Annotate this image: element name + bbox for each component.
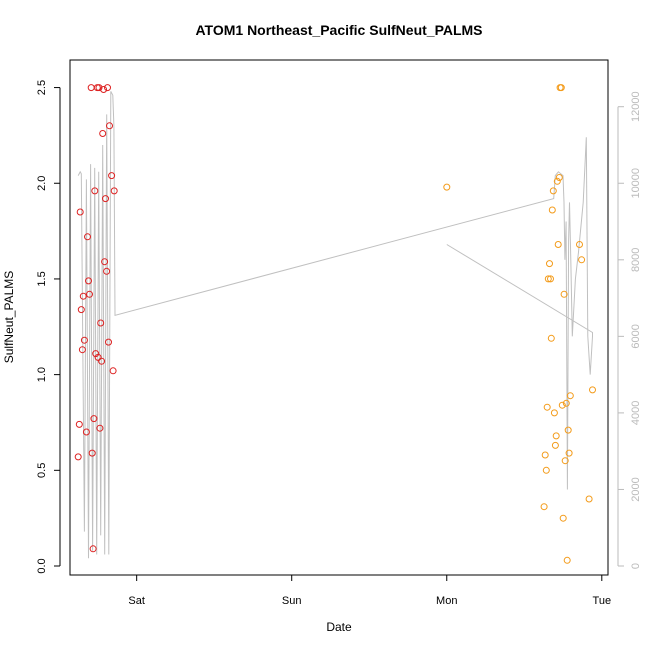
data-point-series-1 xyxy=(101,258,109,266)
data-point-series-2 xyxy=(566,392,574,400)
data-point-series-2 xyxy=(547,334,555,342)
data-point-series-2 xyxy=(544,275,552,283)
data-point-series-1 xyxy=(88,449,96,457)
chart-title: ATOM1 Northeast_Pacific SulfNeut_PALMS xyxy=(195,22,482,38)
y-tick-label: 1.0 xyxy=(36,367,48,382)
data-point-series-1 xyxy=(106,122,113,130)
data-point-series-1 xyxy=(97,319,105,327)
data-point-series-2 xyxy=(563,556,571,564)
data-point-series-1 xyxy=(99,130,107,137)
data-point-series-1 xyxy=(91,187,99,195)
data-point-series-2 xyxy=(561,457,569,465)
x-tick-label: Sun xyxy=(282,595,302,607)
data-point-series-2 xyxy=(550,409,558,417)
data-point-series-1 xyxy=(74,453,82,461)
data-point-series-1 xyxy=(95,84,103,92)
data-point-series-2 xyxy=(576,241,583,248)
data-point-series-2 xyxy=(585,495,593,503)
data-point-series-1 xyxy=(77,306,85,314)
y2-tick-label: 12000 xyxy=(630,91,642,122)
data-point-series-1 xyxy=(92,350,100,358)
plot-frame xyxy=(69,59,609,576)
y-tick-label: 2.0 xyxy=(36,176,48,191)
y-tick-label: 1.5 xyxy=(36,271,48,286)
y-axis-label: SulfNeut_PALMS xyxy=(2,271,16,364)
data-point-series-2 xyxy=(549,187,557,195)
y2-tick-label: 10000 xyxy=(630,168,642,199)
data-point-series-1 xyxy=(89,545,97,553)
data-point-series-1 xyxy=(102,195,109,203)
data-point-series-2 xyxy=(546,260,553,268)
y2-tick-label: 6000 xyxy=(630,324,642,348)
data-point-series-2 xyxy=(552,432,560,440)
x-axis-label: Date xyxy=(326,620,352,634)
data-point-series-1 xyxy=(108,172,116,180)
data-point-series-2 xyxy=(558,401,566,409)
data-point-series-2 xyxy=(578,256,586,264)
data-point-series-2 xyxy=(548,206,556,214)
data-point-series-1 xyxy=(84,233,91,241)
data-point-series-1 xyxy=(80,336,88,344)
x-tick-label: Sat xyxy=(128,595,145,607)
data-point-series-2 xyxy=(562,399,570,407)
data-point-series-1 xyxy=(86,290,93,298)
data-point-series-1 xyxy=(94,353,102,361)
y-tick-label: 2.5 xyxy=(36,80,48,95)
data-point-series-2 xyxy=(551,441,559,449)
data-point-series-2 xyxy=(554,241,562,248)
data-point-series-2 xyxy=(542,466,550,474)
data-point-series-2 xyxy=(553,177,561,185)
data-point-series-2 xyxy=(559,514,567,522)
x-tick-label: Tue xyxy=(593,595,612,607)
data-point-series-1 xyxy=(110,187,118,195)
y-tick-label: 0.0 xyxy=(36,558,48,573)
data-point-series-1 xyxy=(103,267,111,275)
y-tick-label: 0.5 xyxy=(36,463,48,478)
data-point-series-2 xyxy=(557,84,565,92)
data-point-series-1 xyxy=(79,292,87,300)
data-point-series-2 xyxy=(589,386,596,394)
data-point-series-2 xyxy=(541,451,549,459)
data-point-series-2 xyxy=(555,174,563,181)
data-point-series-1 xyxy=(87,84,95,92)
data-point-series-1 xyxy=(96,424,104,432)
plot-area: 0.0 0.5 1.0 1.5 2.0 2.5 0 2000 4000 6000 8000 10000… xyxy=(36,59,642,607)
altitude-track-line xyxy=(77,91,593,559)
data-point-series-1 xyxy=(104,84,111,92)
data-point-series-2 xyxy=(443,183,451,191)
y2-tick-label: 8000 xyxy=(630,248,642,272)
data-point-series-1 xyxy=(75,420,83,428)
data-point-series-1 xyxy=(100,86,108,93)
data-point-series-1 xyxy=(105,338,112,346)
data-point-series-2 xyxy=(560,290,568,298)
data-point-series-1 xyxy=(90,415,98,423)
data-point-series-1 xyxy=(82,428,90,436)
x-tick-label: Mon xyxy=(436,595,457,607)
data-point-series-2 xyxy=(564,426,572,434)
y2-tick-label: 4000 xyxy=(630,401,642,425)
data-point-series-2 xyxy=(547,275,554,283)
y2-tick-label: 2000 xyxy=(630,477,642,501)
data-point-series-1 xyxy=(98,357,106,365)
data-point-series-1 xyxy=(109,367,117,375)
data-point-series-1 xyxy=(85,277,92,285)
data-point-series-2 xyxy=(565,449,573,457)
data-point-series-1 xyxy=(76,208,84,216)
data-point-series-1 xyxy=(78,346,86,354)
data-point-series-2 xyxy=(543,403,551,411)
data-point-series-2 xyxy=(540,503,548,511)
y2-tick-label: 0 xyxy=(630,563,642,569)
